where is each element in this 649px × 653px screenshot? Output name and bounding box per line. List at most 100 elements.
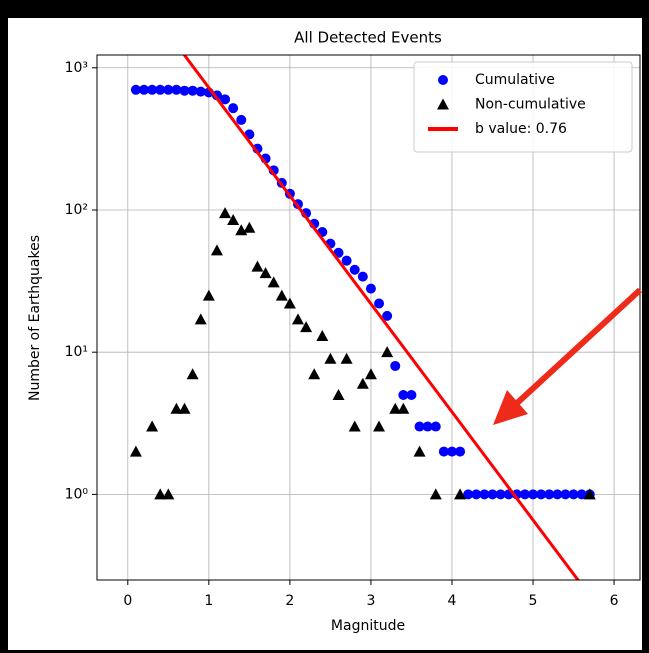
data-point [560,489,571,500]
data-point [147,84,158,95]
legend-label: b value: 0.76 [475,121,567,137]
data-point [495,489,506,500]
x-tick-label: 6 [610,593,619,609]
x-tick-label: 3 [366,593,375,609]
data-point [341,255,352,266]
data-point [162,488,175,500]
data-point [139,84,150,95]
data-point [365,283,376,294]
data-point [389,402,402,414]
data-point [374,298,385,309]
x-tick-label: 2 [285,593,294,609]
data-point [430,421,441,432]
data-point [228,103,239,114]
data-point [227,214,240,226]
legend: Cumulative Non-cumulative b value: 0.76 [413,61,633,153]
data-point [381,346,394,358]
data-point [291,313,304,325]
data-point [340,352,353,364]
arrow [493,287,643,425]
data-point [455,446,466,457]
data-point [390,360,401,371]
arrow-shaft [512,287,643,408]
data-point [195,86,206,97]
y-tick-label: 10⁰ [65,486,89,502]
fit-line [182,55,580,580]
data-point [146,420,159,432]
legend-label: Non-cumulative [475,97,586,113]
data-point [275,289,288,301]
legend-box [413,61,633,153]
data-point [129,445,142,457]
y-axis-label: Number of Earthquakes [27,235,43,401]
data-point [454,488,467,500]
arrow-head [493,390,528,425]
plot-area [129,55,596,580]
data-point [194,313,207,325]
data-point [210,244,223,256]
data-point [349,264,360,275]
data-point [413,445,426,457]
y-tick-label: 10² [65,202,88,218]
data-point [373,420,386,432]
data-point [300,321,313,333]
x-tick-label: 4 [448,593,457,609]
data-point [332,388,345,400]
axes-frame [96,54,641,581]
data-point [243,221,256,233]
data-point [236,114,247,125]
x-tick-label: 5 [529,593,538,609]
data-point [398,389,409,400]
data-point [171,84,182,95]
chart-title: All Detected Events [294,29,442,47]
data-point [536,489,547,500]
data-point [186,368,199,380]
legend-marker [438,75,448,85]
legend-label: Cumulative [475,72,555,88]
data-point [155,84,166,95]
data-point [397,402,410,414]
data-point [202,289,215,301]
data-point [544,489,555,500]
data-point [528,489,539,500]
data-point [463,489,474,500]
data-point [316,329,329,341]
data-point [364,368,377,380]
data-point [422,421,433,432]
data-point [576,489,587,500]
data-point [356,377,369,389]
data-point [179,85,190,96]
data-point [583,488,596,500]
data-point [471,489,482,500]
data-point [519,489,530,500]
data-point [429,488,442,500]
data-point [552,489,563,500]
data-point [568,489,579,500]
y-tick-label: 10¹ [65,344,88,360]
x-tick-label: 1 [204,593,213,609]
data-point [446,446,457,457]
x-axis-label: Magnitude [331,618,405,634]
data-point [438,446,449,457]
data-point [414,421,425,432]
data-point [251,260,264,272]
data-point [348,420,361,432]
data-point [283,297,296,309]
data-point [259,267,272,279]
data-point [170,402,183,414]
data-point [130,84,141,95]
data-point [187,85,198,96]
x-tick-label: 0 [123,593,132,609]
data-point [479,489,490,500]
data-point [487,489,498,500]
data-point [406,389,417,400]
data-point [178,402,191,414]
data-point [163,84,174,95]
data-point [154,488,167,500]
data-point [220,94,231,105]
data-point [324,352,337,364]
data-point [267,276,280,288]
data-point [357,271,368,282]
data-point [219,207,232,219]
